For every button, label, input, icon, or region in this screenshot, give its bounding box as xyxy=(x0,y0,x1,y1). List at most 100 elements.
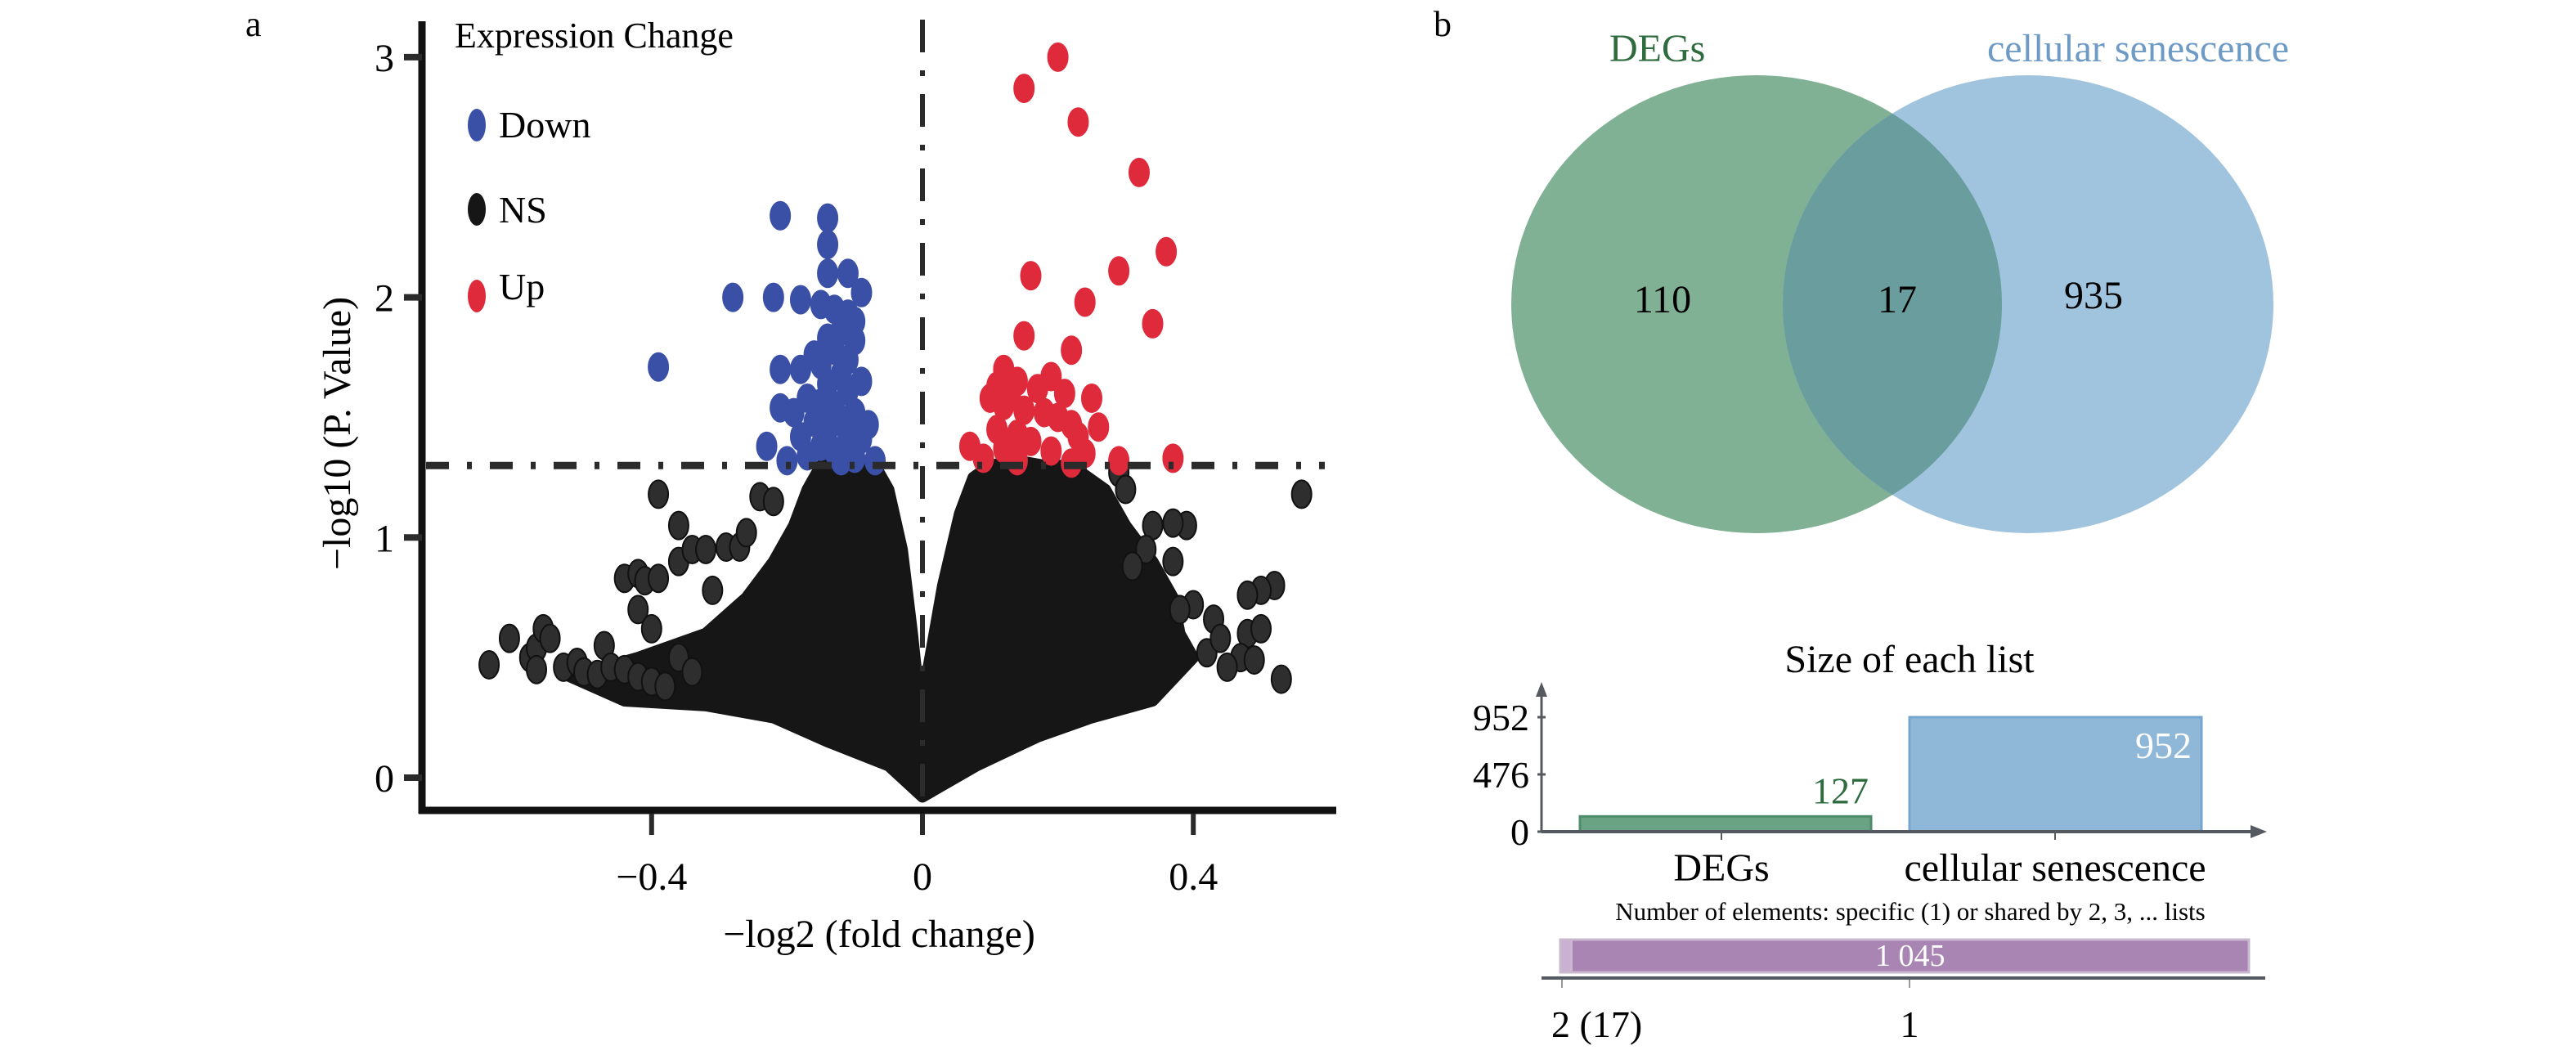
y-tick-label: 0 xyxy=(375,757,394,801)
bar-value-label-degs: 127 xyxy=(1812,770,1869,811)
x-category-label: cellular senescence xyxy=(1904,846,2206,890)
point-up xyxy=(1067,107,1089,137)
point-down xyxy=(837,258,859,289)
point-ns xyxy=(1290,479,1313,509)
venn-count-degs-only: 110 xyxy=(1634,278,1691,321)
bar-cellular-senescence xyxy=(1908,716,2203,833)
venn-count-cellular-only: 935 xyxy=(2064,274,2123,317)
x-tick-label: 0 xyxy=(913,855,932,899)
point-ns xyxy=(1216,652,1238,682)
legend-title: Expression Change xyxy=(455,16,734,56)
point-down xyxy=(722,282,744,312)
point-down xyxy=(770,354,792,384)
point-ns xyxy=(735,518,757,548)
point-up xyxy=(1142,308,1164,339)
point-up xyxy=(1088,412,1110,442)
legend-label-ns: NS xyxy=(499,189,547,231)
x-category-label: DEGs xyxy=(1673,846,1769,890)
legend: Expression Change Down NS Up xyxy=(455,16,734,312)
point-down xyxy=(648,352,670,382)
y-tick-label: 952 xyxy=(1473,697,1529,738)
point-ns xyxy=(1270,664,1292,694)
volcano-plot: 0 1 2 3 −0.4 0 0.4 −log2 (fold change) −log10… xyxy=(316,16,1336,956)
list-size-bars: 127 952 xyxy=(1578,716,2203,833)
y-ticks: 0 1 2 3 xyxy=(375,37,422,801)
list-size-x-labels: DEGs cellular senescence xyxy=(1673,832,2206,890)
shared-elements-title: Number of elements: specific (1) or shar… xyxy=(1615,897,2205,926)
x-tick-label: 0.4 xyxy=(1169,855,1218,899)
shared-elements-ticks: 2 (17) 1 xyxy=(1551,980,1919,1045)
point-ns xyxy=(1250,613,1272,644)
venn-diagram: DEGs cellular senescence 110 17 935 xyxy=(1511,27,2289,533)
bar-degs xyxy=(1578,814,1873,833)
list-size-chart: Size of each list 127 952 0 476 952 DEGs cel… xyxy=(1473,638,2267,890)
point-down xyxy=(817,203,839,233)
shared-elements-chart: Number of elements: specific (1) or shar… xyxy=(1542,897,2265,1045)
point-ns xyxy=(640,613,662,644)
point-up xyxy=(1108,256,1130,286)
bar-value-label-cellular: 952 xyxy=(2135,725,2192,766)
segment-shared-by-2 xyxy=(1559,938,1573,974)
point-up xyxy=(1006,446,1028,476)
x-ticks: −0.4 0 0.4 xyxy=(616,814,1218,899)
point-ns xyxy=(1115,474,1137,505)
point-ns xyxy=(1135,534,1157,564)
legend-label-down: Down xyxy=(499,104,590,146)
point-up xyxy=(1128,157,1150,187)
list-size-title: Size of each list xyxy=(1784,638,2035,681)
segment-axis-label: 1 xyxy=(1901,1003,1919,1045)
segment-axis-label: 2 (17) xyxy=(1551,1003,1642,1045)
point-down xyxy=(864,446,886,476)
legend-marker-down xyxy=(468,109,486,141)
point-up xyxy=(1156,236,1178,267)
list-size-y-ticks: 0 476 952 xyxy=(1473,697,1546,853)
point-up xyxy=(1013,321,1035,351)
point-ns xyxy=(648,479,670,509)
point-ns xyxy=(478,649,500,680)
point-up xyxy=(1061,335,1083,366)
point-down xyxy=(817,229,839,259)
point-up xyxy=(1162,443,1184,473)
point-down xyxy=(770,200,792,231)
y-tick-label: 1 xyxy=(375,517,394,560)
ns-density-region xyxy=(564,452,1200,803)
y-tick-label: 0 xyxy=(1510,811,1529,853)
segment-shared-by-1 xyxy=(1569,938,2251,974)
point-ns xyxy=(648,563,670,594)
shared-elements-bar: 1 045 xyxy=(1559,938,2251,974)
y-tick-label: 2 xyxy=(375,277,394,321)
panel-label-b: b xyxy=(1434,4,1452,44)
y-tick-label: 3 xyxy=(375,37,394,80)
point-up xyxy=(1108,446,1130,476)
x-axis-label: −log2 (fold change) xyxy=(723,913,1035,956)
venn-overlap xyxy=(1783,75,2002,533)
point-ns xyxy=(1209,623,1232,653)
point-ns xyxy=(702,575,724,605)
venn-set-label-cellular: cellular senescence xyxy=(1987,27,2289,70)
y-axis-arrow-icon xyxy=(1536,682,1547,697)
venn-count-intersection: 17 xyxy=(1878,278,1917,321)
x-tick-label: −0.4 xyxy=(616,855,687,899)
point-ns xyxy=(1243,645,1265,675)
point-down xyxy=(830,446,852,476)
point-ns xyxy=(667,510,689,541)
point-down xyxy=(789,354,811,384)
point-down xyxy=(789,285,811,315)
point-ns xyxy=(1236,580,1259,610)
point-ns xyxy=(762,487,784,517)
point-up xyxy=(972,443,994,473)
point-down xyxy=(850,277,873,307)
x-axis-arrow-icon xyxy=(2251,825,2267,838)
point-up xyxy=(1047,42,1069,72)
point-ns xyxy=(654,671,676,702)
point-ns xyxy=(1162,546,1184,577)
point-ns xyxy=(627,595,649,625)
point-ns xyxy=(681,657,703,687)
segment-value-label: 1 045 xyxy=(1875,939,1945,973)
point-up xyxy=(1081,383,1102,413)
legend-label-up: Up xyxy=(499,266,545,307)
point-ns xyxy=(1162,508,1184,538)
point-ns xyxy=(526,654,548,684)
point-ns xyxy=(1121,551,1143,581)
